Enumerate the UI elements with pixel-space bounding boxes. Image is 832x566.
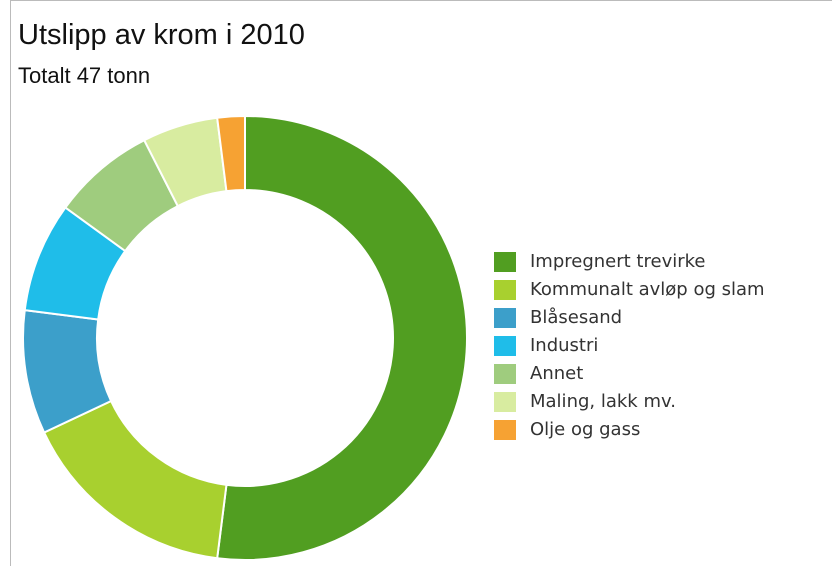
legend-swatch [494, 392, 516, 412]
legend-label: Blåsesand [530, 307, 622, 328]
legend-label: Kommunalt avløp og slam [530, 279, 765, 300]
legend-swatch [494, 420, 516, 440]
donut-segment [42, 399, 228, 560]
frame [10, 0, 832, 566]
legend-swatch [494, 364, 516, 384]
chart-title: Utslipp av krom i 2010 [18, 19, 305, 51]
chart-subtitle: Totalt 47 tonn [18, 63, 150, 88]
legend-swatch [494, 252, 516, 272]
legend-label: Industri [530, 335, 598, 356]
legend-label: Maling, lakk mv. [530, 391, 676, 412]
legend-label: Olje og gass [530, 419, 640, 440]
legend-label: Impregnert trevirke [530, 251, 705, 272]
legend-swatch [494, 280, 516, 300]
legend-label: Annet [530, 363, 583, 384]
donut-segment [216, 114, 468, 561]
legend-swatch [494, 308, 516, 328]
donut-segment [216, 114, 246, 193]
legend-swatch [494, 336, 516, 356]
